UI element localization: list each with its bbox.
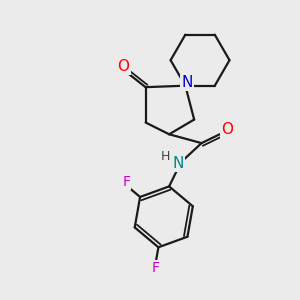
Text: N: N	[181, 75, 193, 90]
Text: F: F	[152, 261, 160, 275]
Text: N: N	[173, 156, 184, 171]
Text: O: O	[118, 59, 130, 74]
Text: O: O	[221, 122, 233, 137]
Text: F: F	[122, 175, 130, 189]
Text: H: H	[161, 150, 170, 164]
